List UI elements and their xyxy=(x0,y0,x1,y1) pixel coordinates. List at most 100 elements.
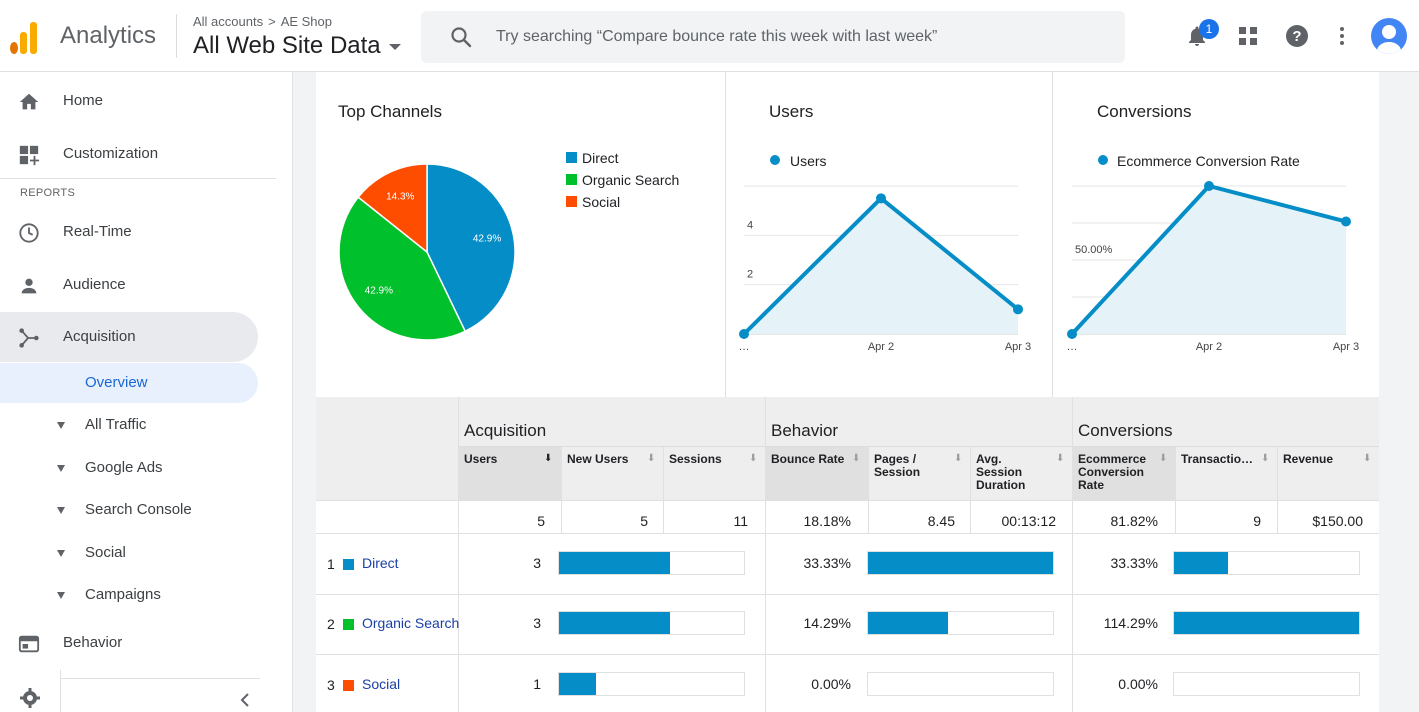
search-bar[interactable]: Try searching “Compare bounce rate this … xyxy=(421,11,1125,63)
users-legend-dot xyxy=(770,155,780,165)
legend-swatch-social xyxy=(566,196,577,207)
top-bar: Analytics All accounts > AE Shop All Web S… xyxy=(0,0,1419,72)
view-name[interactable]: All Web Site Data xyxy=(193,32,381,59)
sidebar: Home Customization REPORTS Real-Time Aud… xyxy=(0,72,293,712)
row-users: 3 xyxy=(533,615,541,631)
sidebar-item-google-ads[interactable]: Google Ads xyxy=(0,448,258,488)
sort-icon[interactable]: ⬇ xyxy=(852,453,861,464)
conversions-line-chart[interactable]: 50.00% 100.00% … Apr 2 Apr 3 xyxy=(1058,180,1373,360)
pie-slice-label: 42.9% xyxy=(365,285,393,296)
sort-icon[interactable]: ⬇ xyxy=(647,453,656,464)
sidebar-item-customization[interactable]: Customization xyxy=(0,129,258,179)
collapse-sidebar-icon[interactable] xyxy=(238,692,252,708)
sort-icon[interactable]: ⬇ xyxy=(1056,453,1065,464)
sort-icon[interactable]: ⬇ xyxy=(954,453,963,464)
person-icon xyxy=(21,278,37,294)
analytics-logo[interactable] xyxy=(10,18,40,54)
sidebar-item-label: Social xyxy=(85,544,126,561)
legend-label-organic[interactable]: Organic Search xyxy=(582,172,680,188)
sidebar-item-social[interactable]: Social xyxy=(0,533,258,573)
conv-bar-fill xyxy=(1174,552,1228,574)
sidebar-item-overview[interactable]: Overview xyxy=(0,363,258,403)
sidebar-item-behavior[interactable]: Behavior xyxy=(0,618,258,668)
row-users: 3 xyxy=(533,555,541,571)
series-area xyxy=(1072,186,1346,334)
more-vert-icon[interactable] xyxy=(1332,24,1352,48)
pie-slice-direct[interactable] xyxy=(426,163,516,333)
sidebar-item-acquisition[interactable]: Acquisition xyxy=(0,312,258,362)
row-link-social[interactable]: Social xyxy=(362,676,401,692)
view-selector[interactable]: All Web Site Data xyxy=(193,32,401,60)
data-point[interactable] xyxy=(1013,304,1023,315)
col-header-pages-session[interactable]: Pages / Session xyxy=(874,452,921,479)
search-icon[interactable] xyxy=(449,25,473,49)
sort-icon[interactable]: ⬇ xyxy=(1363,453,1372,464)
total-users: 5 xyxy=(537,513,545,529)
data-point[interactable] xyxy=(739,329,749,339)
sidebar-item-realtime[interactable]: Real-Time xyxy=(0,207,258,257)
account-avatar[interactable] xyxy=(1371,18,1407,54)
sort-icon[interactable]: ⬇ xyxy=(749,453,758,464)
col-header-revenue[interactable]: Revenue xyxy=(1283,452,1334,466)
users-bar xyxy=(558,672,745,696)
row-bounce-rate: 14.29% xyxy=(803,615,851,631)
sidebar-item-all-traffic[interactable]: All Traffic xyxy=(0,405,258,445)
sort-icon[interactable]: ⬇ xyxy=(1159,453,1168,464)
conversions-legend-dot xyxy=(1098,155,1108,165)
conv-bar-fill xyxy=(1174,612,1359,634)
x-tick-label: … xyxy=(739,341,750,353)
col-header-sessions[interactable]: Sessions xyxy=(669,452,722,466)
bounce-column-bg xyxy=(766,447,868,500)
col-header-bounce-rate[interactable]: Bounce Rate xyxy=(771,452,845,466)
expand-arrow-icon[interactable] xyxy=(57,592,65,599)
expand-arrow-icon[interactable] xyxy=(57,465,65,472)
notification-badge: 1 xyxy=(1199,19,1219,39)
data-point[interactable] xyxy=(1067,329,1077,339)
col-header-new-users[interactable]: New Users xyxy=(567,452,629,466)
expand-arrow-icon[interactable] xyxy=(57,507,65,514)
total-new-users: 5 xyxy=(640,513,648,529)
breadcrumb-property[interactable]: AE Shop xyxy=(280,14,333,29)
sort-desc-icon[interactable]: ⬇ xyxy=(544,453,553,464)
legend-label-social[interactable]: Social xyxy=(582,194,621,210)
breadcrumb-account[interactable]: All accounts xyxy=(193,14,264,29)
row-link-organic-search[interactable]: Organic Search xyxy=(362,615,460,631)
breadcrumb[interactable]: All accounts > AE Shop xyxy=(193,14,332,29)
expand-arrow-icon[interactable] xyxy=(57,422,65,429)
help-icon[interactable]: ? xyxy=(1285,24,1309,48)
sidebar-item-campaigns[interactable]: Campaigns xyxy=(0,575,258,615)
clock-icon xyxy=(19,223,39,243)
pie-slice-social[interactable] xyxy=(357,163,428,254)
sidebar-item-label: All Traffic xyxy=(85,416,147,433)
users-line-chart[interactable]: 2 4 6 … Apr 2 Apr 3 xyxy=(730,180,1045,360)
expand-arrow-icon[interactable] xyxy=(57,550,65,557)
apps-icon[interactable] xyxy=(1238,26,1258,46)
row-bounce-rate: 0.00% xyxy=(811,676,851,692)
col-header-users[interactable]: Users xyxy=(464,452,498,466)
dropdown-caret-icon[interactable] xyxy=(388,43,401,50)
legend-swatch-organic xyxy=(566,174,577,185)
sidebar-item-home[interactable]: Home xyxy=(0,76,258,126)
row-link-direct[interactable]: Direct xyxy=(362,555,399,571)
acquisition-icon xyxy=(19,328,39,348)
col-header-transactions[interactable]: Transactio… xyxy=(1181,452,1254,466)
conv-bar xyxy=(1173,672,1360,696)
legend-label-direct[interactable]: Direct xyxy=(582,150,619,166)
data-point[interactable] xyxy=(1204,181,1214,191)
search-placeholder[interactable]: Try searching “Compare bounce rate this … xyxy=(496,28,938,45)
sidebar-item-label: Acquisition xyxy=(63,328,136,345)
x-tick-label: … xyxy=(1067,341,1078,353)
top-channels-pie-chart[interactable]: 42.9% 42.9% 14.3% xyxy=(330,155,525,350)
col-header-avg-duration[interactable]: Avg. Session Duration xyxy=(976,452,1026,492)
pie-slice-organic-search[interactable] xyxy=(338,196,467,341)
sidebar-item-search-console[interactable]: Search Console xyxy=(0,490,258,530)
x-tick-label: Apr 3 xyxy=(1005,341,1031,353)
sidebar-item-audience[interactable]: Audience xyxy=(0,260,258,310)
sort-icon[interactable]: ⬇ xyxy=(1261,453,1270,464)
x-tick-label: Apr 2 xyxy=(868,341,894,353)
data-point[interactable] xyxy=(876,193,886,204)
col-header-ecom-conv-rate[interactable]: Ecommerce Conversion Rate xyxy=(1078,452,1147,492)
admin-gear-icon[interactable] xyxy=(18,686,42,710)
pie-slice-label: 14.3% xyxy=(386,192,414,203)
data-point[interactable] xyxy=(1341,216,1351,227)
